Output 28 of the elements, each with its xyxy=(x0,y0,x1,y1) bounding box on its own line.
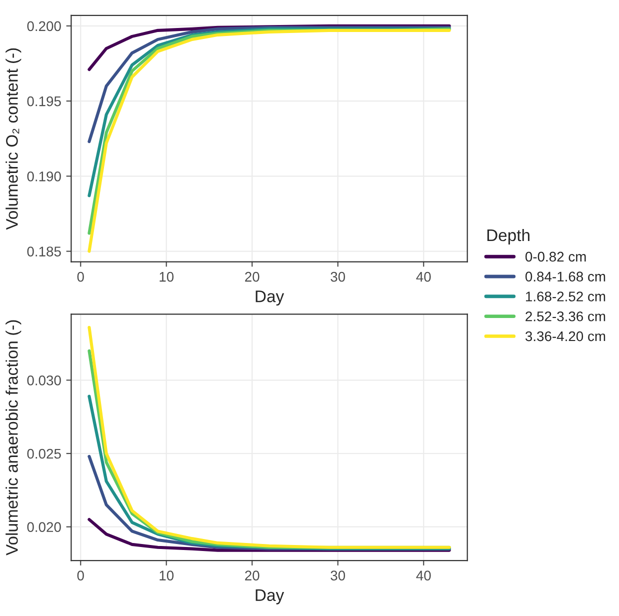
x-tick-label: 30 xyxy=(330,272,346,282)
x-tick-label: 30 xyxy=(330,570,346,580)
x-tick-label: 40 xyxy=(416,570,431,580)
y-tick-label: 0.195 xyxy=(27,96,61,106)
legend-label: 1.68-2.52 cm xyxy=(526,292,606,302)
y-tick-label: 0.025 xyxy=(27,448,61,459)
y-tick-label: 0.030 xyxy=(27,375,61,386)
y-tick-label: 0.185 xyxy=(27,246,61,256)
legend-label: 3.36-4.20 cm xyxy=(525,331,606,342)
legend-label: 2.52-3.36 cm xyxy=(526,311,606,322)
y-axis-title: Volumetric anaerobic fraction (-) xyxy=(6,320,22,556)
x-axis-title: Day xyxy=(256,290,284,306)
x-tick-label: 40 xyxy=(416,272,431,282)
x-tick-label: 0 xyxy=(77,570,84,580)
x-tick-label: 10 xyxy=(160,570,174,580)
y-axis-title: Volumetric O₂ content (-) xyxy=(6,48,22,230)
line-series xyxy=(88,26,451,144)
x-axis-title: Day xyxy=(256,589,284,604)
y-tick-label: 0.200 xyxy=(27,21,61,32)
x-tick-label: 10 xyxy=(160,272,174,282)
legend-label: 0.84-1.68 cm xyxy=(525,272,606,282)
x-tick-label: 0 xyxy=(77,272,84,282)
x-tick-label: 20 xyxy=(245,272,260,282)
y-tick-label: 0.190 xyxy=(27,171,61,182)
x-tick-label: 20 xyxy=(245,570,260,580)
legend-label: 0-0.82 cm xyxy=(525,252,586,262)
legend-title: Depth xyxy=(487,228,530,244)
y-tick-label: 0.020 xyxy=(27,522,61,532)
